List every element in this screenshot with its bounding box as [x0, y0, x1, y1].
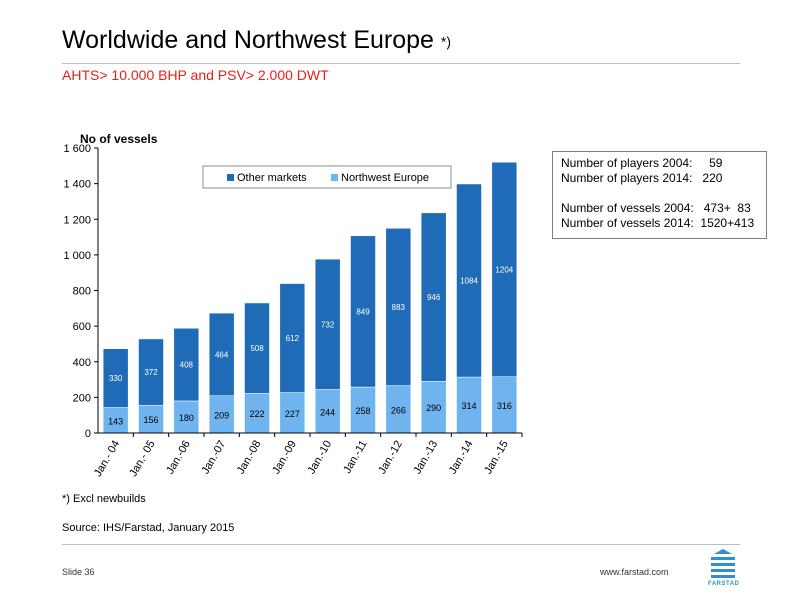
title-text: Worldwide and Northwest Europe — [62, 26, 434, 54]
bar-other-markets — [138, 338, 164, 406]
x-tick-label: Jan.- 04 — [92, 439, 122, 479]
y-axis-label: No of vessels — [80, 132, 158, 146]
source-note: Source: IHS/Farstad, January 2015 — [62, 522, 235, 534]
data-label-northwest-europe: 156 — [143, 415, 158, 425]
bar-other-markets — [314, 258, 341, 390]
bar-northwest-europe — [314, 389, 341, 434]
data-label-other-markets: 1204 — [495, 265, 513, 274]
logo-text: FARSTAD — [708, 581, 740, 587]
data-label-northwest-europe: 258 — [355, 406, 370, 416]
legend — [202, 165, 452, 189]
data-label-northwest-europe: 244 — [320, 407, 335, 417]
bar-other-markets — [244, 302, 270, 394]
x-tick-label: Jan.-15 — [482, 439, 511, 477]
data-label-northwest-europe: 227 — [285, 409, 300, 419]
legend-label-other-markets: Other markets — [237, 172, 307, 184]
title-note: *) — [440, 33, 452, 50]
data-label-other-markets: 849 — [356, 307, 370, 316]
x-tick-label: Jan.-13 — [412, 439, 441, 477]
x-tick-label: Jan.-06 — [164, 439, 193, 477]
bar-northwest-europe — [420, 381, 447, 434]
data-label-other-markets: 732 — [321, 320, 335, 329]
data-label-northwest-europe: 266 — [391, 405, 406, 415]
info-box: Number of players 2004: 59 Number of pla… — [552, 151, 767, 239]
bar-northwest-europe — [456, 376, 482, 434]
y-tick-label: 1 600 — [63, 143, 91, 155]
data-label-other-markets: 330 — [109, 374, 123, 383]
bar-other-markets — [385, 228, 412, 386]
legend-label-northwest-europe: Northwest Europe — [341, 172, 429, 184]
data-label-other-markets: 508 — [250, 344, 264, 353]
bar-northwest-europe — [244, 393, 270, 434]
x-tick-label: Jan.-10 — [306, 439, 335, 477]
legend-swatch-other-markets — [227, 174, 234, 181]
data-label-other-markets: 372 — [144, 368, 158, 377]
bar-other-markets — [420, 212, 447, 382]
data-label-other-markets: 883 — [392, 303, 406, 312]
y-tick-label: 1 000 — [63, 250, 91, 262]
y-tick-label: 400 — [73, 357, 91, 369]
data-label-northwest-europe: 314 — [461, 401, 476, 411]
bar-other-markets — [173, 328, 200, 402]
data-label-northwest-europe: 290 — [426, 403, 441, 413]
x-tick-label: Jan.-14 — [447, 439, 476, 477]
bar-northwest-europe — [138, 404, 164, 434]
website-link[interactable]: www.farstad.com — [600, 567, 669, 577]
title-divider — [62, 63, 740, 64]
farstad-logo-icon — [711, 549, 735, 578]
y-tick-label: 1 400 — [63, 179, 91, 191]
data-label-other-markets: 1084 — [460, 277, 478, 286]
data-label-other-markets: 464 — [215, 350, 229, 359]
x-tick-label: Jan.-08 — [235, 439, 264, 477]
x-tick-label: Jan.-09 — [270, 439, 299, 477]
x-tick-label: Jan.- 05 — [127, 439, 157, 479]
y-tick-label: 200 — [73, 392, 91, 404]
y-tick-label: 800 — [73, 286, 91, 298]
bar-other-markets — [279, 283, 306, 393]
data-label-northwest-europe: 316 — [497, 401, 512, 411]
data-label-northwest-europe: 222 — [249, 409, 264, 419]
data-label-other-markets: 408 — [180, 361, 194, 370]
info-players-2014: Number of players 2014: 220 — [561, 171, 723, 185]
x-tick-label: Jan.-07 — [200, 439, 229, 477]
bar-northwest-europe — [208, 395, 235, 434]
y-tick-label: 1 200 — [63, 214, 91, 226]
info-vessels-2004: Number of vessels 2004: 473+ 83 — [561, 201, 751, 215]
page-subtitle: AHTS> 10.000 BHP and PSV> 2.000 DWT — [62, 67, 329, 83]
legend-swatch-northwest-europe — [331, 174, 338, 181]
data-label-northwest-europe: 209 — [214, 410, 229, 420]
footnote: *) Excl newbuilds — [62, 493, 146, 505]
info-vessels-2014: Number of vessels 2014: 1520+413 — [561, 216, 755, 230]
page-title: Worldwide and Northwest Europe *) — [62, 26, 451, 55]
data-label-northwest-europe: 143 — [108, 416, 123, 426]
bar-other-markets — [456, 183, 482, 378]
slide-number: Slide 36 — [62, 567, 95, 577]
x-tick-label: Jan.-12 — [376, 439, 405, 477]
data-label-northwest-europe: 180 — [179, 413, 194, 423]
bar-other-markets — [491, 162, 518, 377]
bar-northwest-europe — [173, 400, 200, 434]
bar-other-markets — [208, 312, 235, 397]
data-label-other-markets: 612 — [286, 334, 300, 343]
x-tick-label: Jan.-11 — [341, 439, 369, 476]
info-players-2004: Number of players 2004: 59 — [561, 156, 723, 170]
footer-divider — [62, 544, 740, 545]
y-tick-label: 0 — [85, 428, 91, 440]
data-label-other-markets: 946 — [427, 293, 441, 302]
bar-other-markets — [350, 235, 376, 388]
y-tick-label: 600 — [73, 321, 91, 333]
bar-northwest-europe — [385, 385, 412, 434]
bar-northwest-europe — [491, 376, 518, 434]
bar-other-markets — [102, 348, 129, 408]
